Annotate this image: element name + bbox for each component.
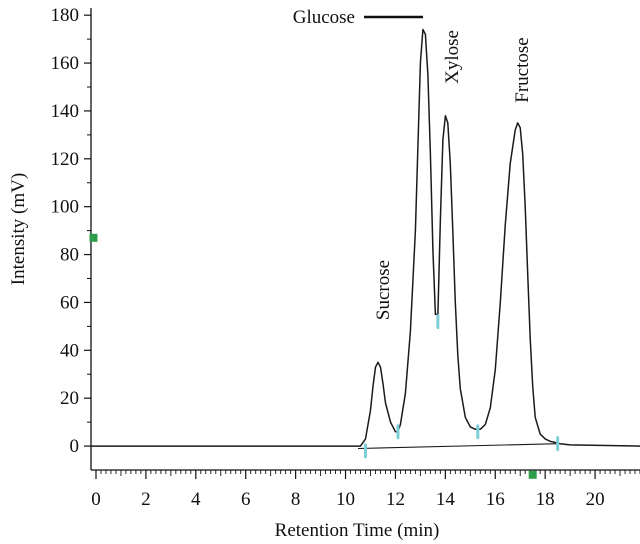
- peak-label-fructose: Fructose: [512, 37, 533, 102]
- x-tick-label: 6: [241, 489, 251, 510]
- y-tick-label: 80: [60, 245, 79, 266]
- y-axis-title: Intensity (mV): [8, 173, 29, 285]
- x-tick-label: 8: [291, 489, 301, 510]
- y-tick-label: 160: [51, 53, 80, 74]
- x-tick-label: 10: [336, 489, 355, 510]
- x-tick-label: 14: [436, 489, 456, 510]
- peak-label-glucose: Glucose: [293, 7, 355, 28]
- y-tick-label: 180: [51, 5, 80, 26]
- y-tick-label: 60: [60, 292, 79, 313]
- event-marker: [528, 470, 537, 479]
- y-tick-label: 100: [51, 197, 80, 218]
- series-layer: [91, 28, 640, 450]
- x-axis-ticks: 0 2 4 6 8 10 12 14 16 18 20: [91, 470, 640, 510]
- x-tick-label: 16: [486, 489, 505, 510]
- x-tick-label: 12: [386, 489, 405, 510]
- y-tick-label: 0: [70, 436, 80, 457]
- x-tick-label: 2: [141, 489, 151, 510]
- chromatogram-trace: [91, 28, 640, 447]
- peak-labels: Glucose Sucrose Xylose Fructose: [293, 7, 533, 320]
- peak-label-sucrose: Sucrose: [373, 260, 394, 320]
- baseline-trace: [357, 443, 558, 450]
- x-axis-title: Retention Time (min): [275, 520, 440, 541]
- event-marker: [89, 233, 98, 242]
- y-axis-ticks: 0 20 40 60 80 100 120 140 160 180: [51, 5, 91, 457]
- y-tick-label: 140: [51, 101, 80, 122]
- peak-label-xylose: Xylose: [442, 30, 463, 84]
- x-tick-label: 4: [191, 489, 201, 510]
- x-tick-label: 20: [586, 489, 605, 510]
- x-tick-label: 0: [91, 489, 101, 510]
- marker-layer: [89, 233, 560, 479]
- y-tick-label: 20: [60, 388, 79, 409]
- y-tick-label: 40: [60, 340, 79, 361]
- axes: [90, 8, 640, 471]
- x-tick-label: 18: [536, 489, 555, 510]
- y-tick-label: 120: [51, 149, 80, 170]
